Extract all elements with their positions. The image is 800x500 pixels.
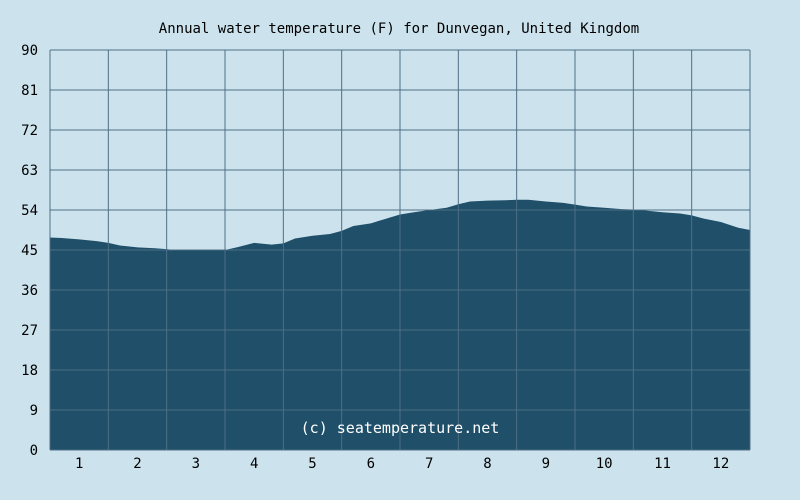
- x-tick-label: 7: [425, 456, 433, 472]
- y-tick-label: 18: [21, 363, 38, 379]
- watermark-text: (c) seatemperature.net: [301, 419, 500, 437]
- y-tick-label: 63: [21, 163, 38, 179]
- x-tick-label: 3: [192, 456, 200, 472]
- y-tick-label: 72: [21, 123, 38, 139]
- gridlines: [49, 49, 751, 451]
- x-tick-label: 9: [542, 456, 550, 472]
- x-tick-label: 6: [367, 456, 375, 472]
- x-tick-label: 12: [712, 456, 729, 472]
- x-tick-label: 4: [250, 456, 258, 472]
- x-axis-ticks: 1 2 3 4 5 6 7 8 9 10 11 12: [75, 456, 729, 472]
- x-tick-label: 5: [308, 456, 316, 472]
- y-tick-label: 54: [21, 203, 38, 219]
- x-tick-label: 10: [596, 456, 613, 472]
- x-tick-label: 11: [654, 456, 671, 472]
- y-tick-label: 0: [30, 443, 38, 459]
- y-tick-label: 9: [30, 403, 38, 419]
- x-tick-label: 2: [133, 456, 141, 472]
- y-tick-label: 90: [21, 43, 38, 59]
- x-tick-label: 8: [483, 456, 491, 472]
- chart-title: Annual water temperature (F) for Dunvega…: [159, 21, 639, 37]
- y-tick-label: 81: [21, 83, 38, 99]
- y-tick-label: 36: [21, 283, 38, 299]
- y-tick-label: 45: [21, 243, 38, 259]
- y-tick-label: 27: [21, 323, 38, 339]
- x-tick-label: 1: [75, 456, 83, 472]
